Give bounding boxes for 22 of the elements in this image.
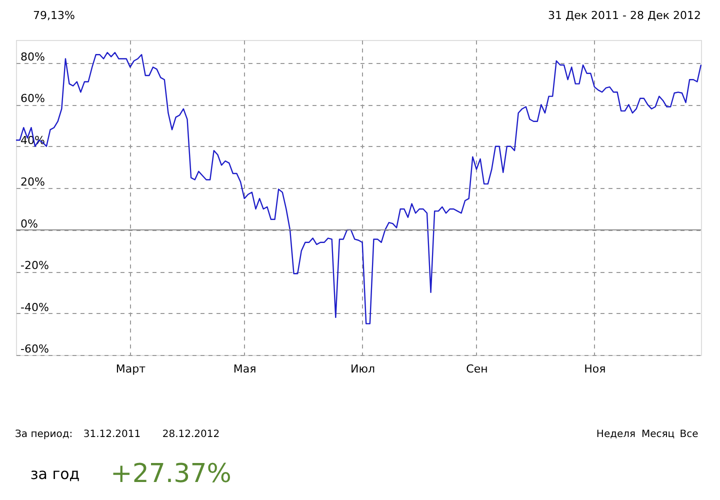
y-tick-label: 20% — [20, 176, 45, 189]
x-tick-label: Март — [116, 362, 146, 376]
y-tick-label: 80% — [20, 50, 45, 64]
text: 79,13% — [33, 9, 75, 22]
text: Месяц — [641, 429, 675, 440]
x-tick-label: Мая — [233, 362, 256, 376]
text: +27.37% — [110, 459, 232, 489]
y-tick-label: 0% — [20, 217, 38, 230]
text: за год — [30, 465, 80, 483]
y-tick-label: -20% — [20, 259, 49, 272]
text: За период: — [15, 429, 73, 440]
y-tick-label: 60% — [20, 92, 45, 106]
x-tick-label: Июл — [350, 362, 376, 376]
text: 31 Дек 2011 - 28 Дек 2012 — [548, 9, 701, 22]
text: 28.12.2012 — [162, 429, 220, 440]
x-tick-label: Ноя — [584, 362, 606, 376]
text: Все — [680, 429, 698, 440]
text: Неделя — [596, 429, 636, 440]
y-tick-label: -40% — [20, 300, 49, 314]
x-tick-label: Сен — [466, 362, 488, 376]
text: 31.12.2011 — [83, 429, 141, 440]
y-tick-label: -60% — [20, 342, 49, 356]
